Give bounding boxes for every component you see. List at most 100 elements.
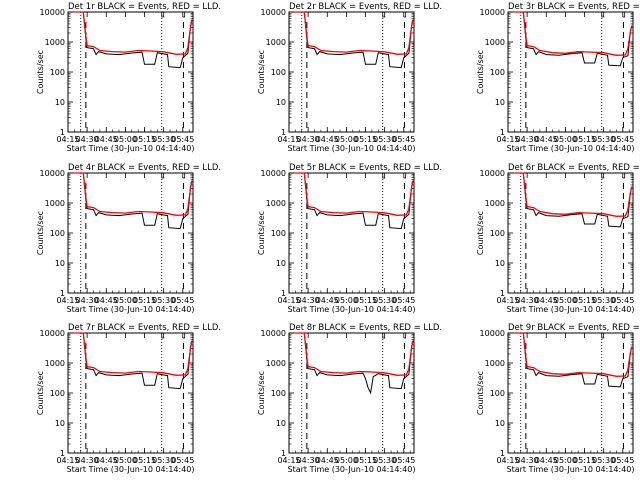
lld-series-line xyxy=(294,11,414,55)
y-tick-label: 10000 xyxy=(480,8,505,17)
x-tick-label: 04:15 xyxy=(277,135,300,144)
panel-title: Det 3r BLACK = Events, RED = LLD. xyxy=(508,2,640,12)
x-tick-label: 04:15 xyxy=(496,456,519,465)
detector-panel: Det 3r BLACK = Events, RED = LLD. 1 10 100 1… xyxy=(476,2,640,153)
x-tick-label: 04:15 xyxy=(56,456,79,465)
top-marker xyxy=(622,333,626,339)
x-tick-label: 05:30 xyxy=(592,135,615,144)
x-tick-label: 04:30 xyxy=(76,135,99,144)
panel-title: Det 5r BLACK = Events, RED = LLD. xyxy=(289,163,442,173)
x-tick-label: 04:45 xyxy=(535,456,558,465)
x-tick-label: 05:45 xyxy=(171,296,194,305)
y-tick-label: 10 xyxy=(276,259,286,268)
events-series-line xyxy=(73,11,193,69)
top-marker xyxy=(161,173,165,179)
y-tick-label: 1000 xyxy=(45,359,65,368)
events-series-line xyxy=(513,11,633,67)
x-tick-label: 05:45 xyxy=(171,456,194,465)
x-axis-label: Start Time (30-Jun-10 04:14:40) xyxy=(67,144,195,153)
y-tick-label: 1 xyxy=(281,128,286,137)
x-tick-label: 05:00 xyxy=(554,135,577,144)
y-tick-label: 1000 xyxy=(45,199,65,208)
top-marker xyxy=(182,12,186,18)
x-axis-label: Start Time (30-Jun-10 04:14:40) xyxy=(288,465,416,474)
top-marker xyxy=(182,173,186,179)
x-tick-label: 04:15 xyxy=(496,135,519,144)
y-tick-label: 100 xyxy=(271,229,286,238)
y-tick-label: 100 xyxy=(490,229,505,238)
x-axis-label: Start Time (30-Jun-10 04:14:40) xyxy=(288,305,416,314)
x-tick-label: 05:30 xyxy=(373,296,396,305)
y-tick-label: 1 xyxy=(60,128,65,137)
x-tick-label: 05:30 xyxy=(152,456,175,465)
y-axis-label: Counts/sec xyxy=(257,371,266,415)
y-tick-label: 1000 xyxy=(485,359,505,368)
y-axis-label: Counts/sec xyxy=(36,211,45,255)
events-series-line xyxy=(73,172,193,230)
y-tick-label: 10 xyxy=(495,259,505,268)
x-tick-label: 05:15 xyxy=(573,135,596,144)
y-tick-label: 10000 xyxy=(40,169,65,178)
y-axis-label: Counts/sec xyxy=(476,211,485,255)
x-tick-label: 05:45 xyxy=(611,296,634,305)
y-tick-label: 10000 xyxy=(480,169,505,178)
x-tick-label: 05:30 xyxy=(152,296,175,305)
y-tick-label: 10 xyxy=(55,259,65,268)
y-tick-label: 1000 xyxy=(266,38,286,47)
detector-panel: Det 4r BLACK = Events, RED = LLD. 1 10 100 1… xyxy=(36,163,221,314)
x-tick-label: 05:45 xyxy=(392,456,415,465)
x-tick-label: 04:15 xyxy=(277,456,300,465)
x-tick-label: 05:45 xyxy=(171,135,194,144)
lld-series-line xyxy=(73,332,193,376)
y-tick-label: 10 xyxy=(276,419,286,428)
x-tick-label: 05:15 xyxy=(573,296,596,305)
x-tick-label: 04:30 xyxy=(76,456,99,465)
y-axis-label: Counts/sec xyxy=(476,50,485,94)
x-tick-label: 04:30 xyxy=(297,456,320,465)
plot-frame xyxy=(507,172,634,294)
top-marker xyxy=(403,333,407,339)
events-series-line xyxy=(73,332,193,390)
x-tick-label: 05:30 xyxy=(373,456,396,465)
x-tick-label: 04:30 xyxy=(297,135,320,144)
y-tick-label: 10 xyxy=(55,98,65,107)
y-axis-label: Counts/sec xyxy=(476,371,485,415)
x-tick-label: 05:15 xyxy=(573,456,596,465)
x-tick-label: 04:30 xyxy=(516,456,539,465)
x-tick-label: 04:45 xyxy=(95,135,118,144)
x-tick-label: 05:15 xyxy=(133,296,156,305)
x-tick-label: 04:45 xyxy=(316,456,339,465)
y-tick-label: 100 xyxy=(490,389,505,398)
detector-panel: Det 5r BLACK = Events, RED = LLD. 1 10 100 1… xyxy=(257,163,442,314)
panel-title: Det 4r BLACK = Events, RED = LLD. xyxy=(68,163,221,173)
y-tick-label: 1000 xyxy=(266,359,286,368)
x-tick-label: 05:15 xyxy=(354,456,377,465)
lld-series-line xyxy=(294,332,414,376)
x-tick-label: 05:00 xyxy=(554,296,577,305)
x-axis-label: Start Time (30-Jun-10 04:14:40) xyxy=(507,465,635,474)
x-tick-label: 04:30 xyxy=(76,296,99,305)
events-series-line xyxy=(294,11,414,69)
top-marker xyxy=(182,333,186,339)
lld-series-line xyxy=(294,172,414,216)
detector-panel: Det 7r BLACK = Events, RED = LLD. 1 10 100 1… xyxy=(36,323,221,474)
x-tick-label: 04:15 xyxy=(56,135,79,144)
events-series-line xyxy=(513,172,633,228)
top-marker xyxy=(382,173,386,179)
x-tick-label: 05:00 xyxy=(114,135,137,144)
events-series-line xyxy=(513,332,633,388)
top-marker xyxy=(403,12,407,18)
y-tick-label: 1 xyxy=(281,289,286,298)
top-marker xyxy=(161,12,165,18)
plot-frame xyxy=(67,332,194,454)
y-axis-label: Counts/sec xyxy=(36,50,45,94)
x-tick-label: 04:45 xyxy=(95,456,118,465)
top-marker xyxy=(161,333,165,339)
x-axis-label: Start Time (30-Jun-10 04:14:40) xyxy=(507,305,635,314)
lld-series-line xyxy=(513,172,633,217)
events-series-line xyxy=(294,172,414,230)
x-tick-label: 05:30 xyxy=(592,456,615,465)
top-marker xyxy=(403,173,407,179)
x-axis-label: Start Time (30-Jun-10 04:14:40) xyxy=(67,465,195,474)
